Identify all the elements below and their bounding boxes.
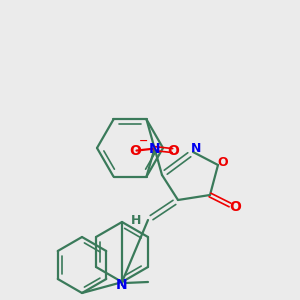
Text: −: − <box>139 136 148 146</box>
Text: H: H <box>131 214 141 226</box>
Text: O: O <box>229 200 241 214</box>
Text: O: O <box>168 144 179 158</box>
Text: O: O <box>130 144 141 158</box>
Text: O: O <box>218 157 228 169</box>
Text: N: N <box>191 142 201 154</box>
Text: N: N <box>116 278 128 292</box>
Text: N: N <box>149 142 160 156</box>
